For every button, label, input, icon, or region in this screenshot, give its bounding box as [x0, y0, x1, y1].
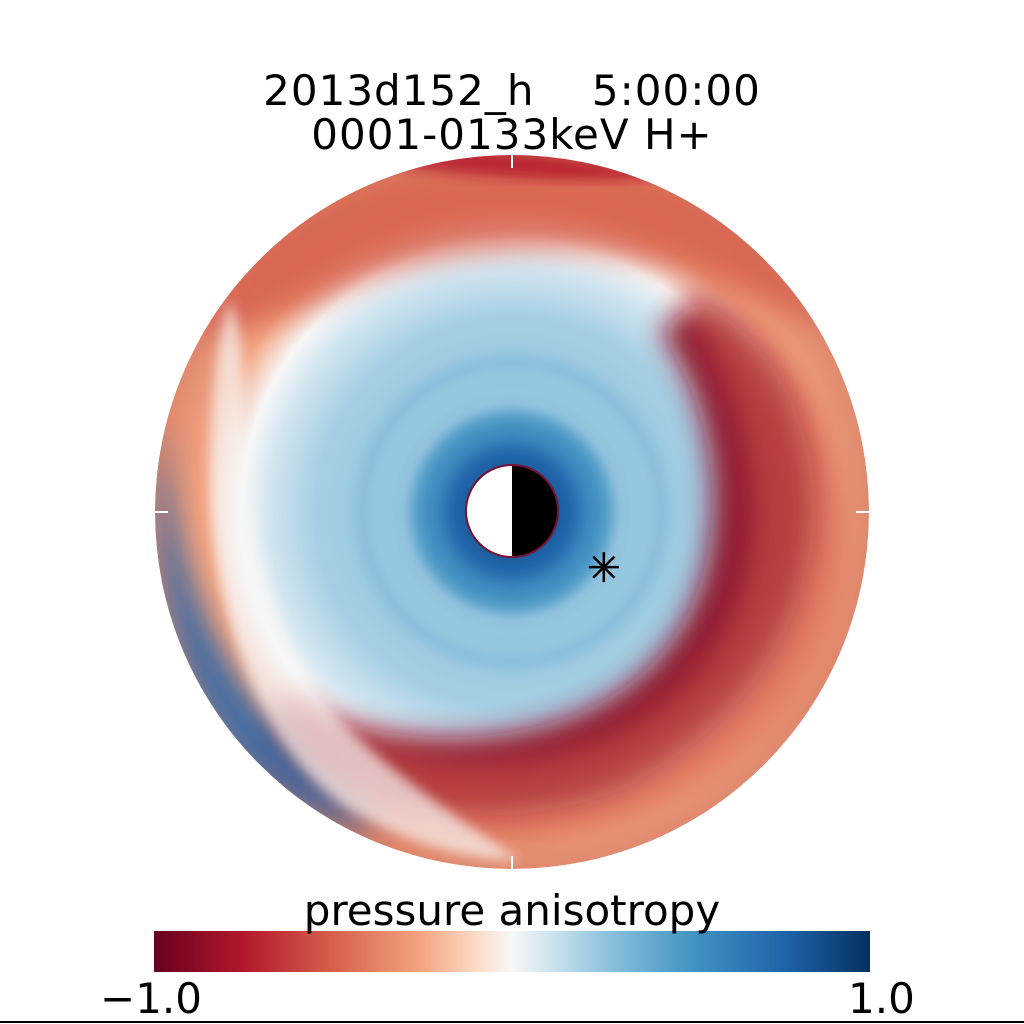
north-red-edge	[300, 155, 680, 180]
dawn-blue-band	[157, 430, 380, 830]
marker-stroke	[592, 555, 616, 579]
dawn-white-strip	[210, 300, 520, 860]
chart-title-line1: 2013d152_h 5:00:00	[263, 66, 761, 115]
satellite-marker-icon	[588, 552, 619, 583]
colorbar	[154, 931, 870, 972]
bottom-border	[0, 1021, 1024, 1023]
chart-title-line2: 0001-0133keV H+	[311, 110, 713, 159]
colorbar-title: pressure anisotropy	[303, 886, 721, 935]
colorbar-min-label: −1.0	[100, 974, 202, 1023]
axis-ticks	[155, 155, 869, 869]
red-crescent-halo	[260, 280, 844, 844]
north-red-region	[190, 155, 830, 333]
colorbar-max-label: 1.0	[848, 974, 915, 1023]
red-crescent	[275, 300, 816, 816]
earth-icon	[465, 464, 559, 558]
